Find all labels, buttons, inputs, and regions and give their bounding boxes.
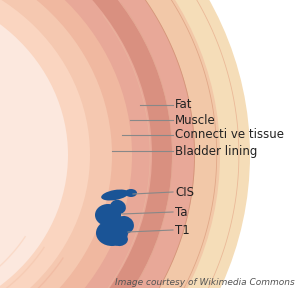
Text: Bladder lining: Bladder lining xyxy=(175,145,257,158)
Ellipse shape xyxy=(0,0,90,288)
Ellipse shape xyxy=(101,190,129,200)
Text: Fat: Fat xyxy=(175,98,193,111)
Text: CIS: CIS xyxy=(175,185,194,198)
Ellipse shape xyxy=(0,0,112,288)
Ellipse shape xyxy=(0,0,220,288)
Text: T1: T1 xyxy=(175,223,190,236)
Ellipse shape xyxy=(95,204,121,226)
Ellipse shape xyxy=(0,0,132,288)
Ellipse shape xyxy=(110,200,126,214)
Ellipse shape xyxy=(0,0,152,288)
Ellipse shape xyxy=(114,216,134,234)
Text: Ta: Ta xyxy=(175,206,188,219)
Ellipse shape xyxy=(0,0,172,288)
Text: Muscle: Muscle xyxy=(175,113,216,126)
Text: Image courtesy of Wikimedia Commons: Image courtesy of Wikimedia Commons xyxy=(115,278,295,287)
Ellipse shape xyxy=(96,220,128,246)
Ellipse shape xyxy=(0,0,68,288)
Ellipse shape xyxy=(0,0,250,288)
Ellipse shape xyxy=(125,189,137,197)
Ellipse shape xyxy=(0,0,195,288)
Text: Connecti ve tissue: Connecti ve tissue xyxy=(175,128,284,141)
Ellipse shape xyxy=(112,234,128,246)
